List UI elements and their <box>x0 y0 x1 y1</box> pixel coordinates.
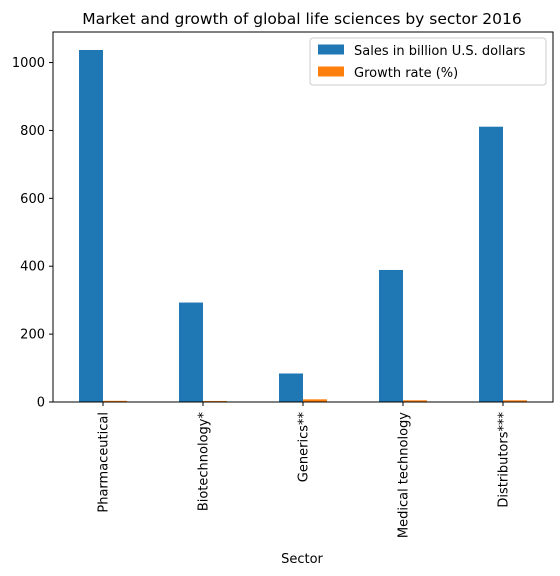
legend-label-sales: Sales in billion U.S. dollars <box>354 44 526 59</box>
bar-sales-in-billion-u-s-dollars-generics <box>279 373 303 402</box>
plot-area <box>79 49 527 403</box>
legend-box <box>309 37 547 86</box>
y-tick-label: 600 <box>20 192 45 207</box>
x-tick-label-pharmaceutical: Pharmaceutical <box>97 412 112 513</box>
chart-title: Market and growth of global life science… <box>82 10 521 28</box>
legend-swatch-growth <box>318 66 344 77</box>
y-tick-label: 400 <box>20 260 45 275</box>
legend-swatch-sales <box>318 44 344 55</box>
bar-sales-in-billion-u-s-dollars-distributors <box>479 126 503 402</box>
y-tick-label: 1000 <box>12 56 45 71</box>
bar-sales-in-billion-u-s-dollars-pharmaceutical <box>79 49 103 403</box>
bar-growth-rate-biotechnology <box>203 400 227 402</box>
legend-label-growth: Growth rate (%) <box>354 66 458 81</box>
x-axis-label: Sector <box>281 552 323 567</box>
y-tick-label: 200 <box>20 328 45 343</box>
x-tick-label-biotechnology: Biotechnology* <box>197 412 212 512</box>
bar-growth-rate-generics <box>303 399 327 402</box>
bar-sales-in-billion-u-s-dollars-medical-technology <box>379 269 403 402</box>
bar-growth-rate-pharmaceutical <box>103 400 127 402</box>
x-tick-label-generics: Generics** <box>297 412 312 483</box>
y-tick-label: 800 <box>20 124 45 139</box>
x-axis: Pharmaceutical Biotechnology* Generics** Me… <box>97 402 512 538</box>
x-tick-label-medical-technology: Medical technology <box>397 412 412 538</box>
y-tick-label: 0 <box>37 396 45 411</box>
legend: Sales in billion U.S. dollars Growth rat… <box>309 37 547 86</box>
bar-growth-rate-distributors <box>503 400 527 402</box>
bar-sales-in-billion-u-s-dollars-biotechnology <box>179 302 203 402</box>
x-tick-label-distributors: Distributors*** <box>497 412 512 508</box>
plot-frame <box>52 31 554 403</box>
bar-growth-rate-medical-technology <box>403 400 427 402</box>
y-axis: 0 200 400 600 800 1000 <box>12 56 53 411</box>
